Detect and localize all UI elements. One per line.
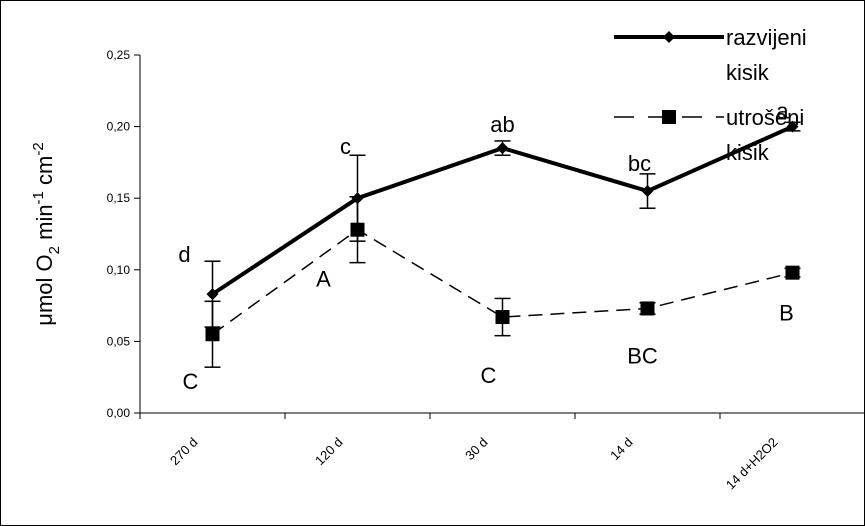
data-point <box>496 142 509 155</box>
series-utroseni: C A C BC B <box>183 196 801 394</box>
significance-label: d <box>178 242 190 267</box>
x-tick-label: 30 d <box>462 435 491 464</box>
legend-label: razvijeni <box>726 25 807 50</box>
y-tick-label: 0,05 <box>107 334 131 348</box>
legend-label: utrošeni <box>726 105 804 130</box>
y-tick-label: 0,10 <box>107 263 131 277</box>
significance-label: c <box>340 134 351 159</box>
x-tick-label: 14 d+H2O2 <box>723 435 781 493</box>
data-point <box>785 265 800 280</box>
data-point <box>641 185 654 198</box>
legend-label: kisik <box>726 60 770 85</box>
y-tick-label: 0,15 <box>107 191 131 205</box>
y-axis-label: μmol O2 min-1 cm-2 <box>30 142 63 325</box>
y-axis-label-part: -2 <box>30 142 47 155</box>
series-line <box>212 228 793 335</box>
legend-marker-diamond <box>663 31 675 43</box>
significance-label: a <box>776 99 789 124</box>
data-point <box>495 310 510 325</box>
significance-label: C <box>183 369 199 394</box>
significance-label: ab <box>490 112 514 137</box>
legend: razvijeni kisik utrošeni kisik <box>614 25 807 165</box>
significance-label: B <box>779 301 794 326</box>
significance-label: bc <box>628 151 651 176</box>
y-axis-label-part: min <box>32 204 57 246</box>
significance-label: BC <box>627 343 658 368</box>
y-axis-label-part: μmol O <box>32 254 57 325</box>
y-axis-label-part: cm <box>32 156 57 191</box>
legend-label: kisik <box>726 140 770 165</box>
y-axis-label-part: 2 <box>46 246 63 254</box>
x-tick-label: 120 d <box>312 435 346 469</box>
data-point <box>205 327 220 342</box>
y-axis-label-part: -1 <box>30 191 47 204</box>
significance-label: C <box>481 363 497 388</box>
legend-marker-square <box>662 110 676 124</box>
series-razvijeni: d c ab bc a <box>178 99 801 328</box>
x-tick-label: 14 d <box>607 435 636 464</box>
data-point <box>640 301 655 316</box>
significance-label: A <box>316 267 331 292</box>
x-tick-label: 270 d <box>167 435 201 469</box>
data-point <box>350 222 365 237</box>
y-tick-label: 0,20 <box>107 120 131 134</box>
y-tick-label: 0,25 <box>107 48 131 62</box>
data-point <box>786 120 799 133</box>
data-point <box>206 288 219 301</box>
y-tick-label: 0,00 <box>107 406 131 420</box>
